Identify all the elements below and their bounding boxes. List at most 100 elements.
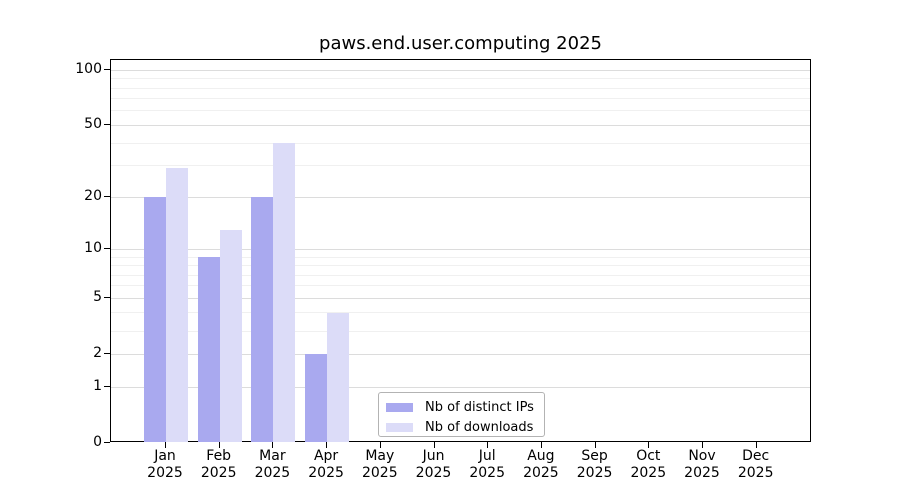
gridline-minor-8 [111,265,810,266]
x-tick-mark-dec [755,442,757,448]
bar-distinct-ips-jan [144,197,166,442]
gridline-major-5 [111,298,810,299]
gridline-minor-90 [111,78,810,79]
x-tick-label-sep: Sep 2025 [555,448,635,482]
x-tick-mark-feb [218,442,220,448]
gridline-minor-60 [111,110,810,111]
x-tick-month-oct: Oct [636,448,661,464]
bar-downloads-feb [219,229,242,442]
y-tick-label-20: 20 [84,188,102,205]
bar-downloads-apr [327,312,350,442]
x-tick-year-sep: 2025 [576,465,613,481]
x-tick-month-may: May [365,448,395,464]
y-tick-mark-100 [104,69,110,71]
x-tick-mark-jun [433,442,435,448]
x-tick-year-jun: 2025 [415,465,452,481]
x-tick-mark-jul [487,442,489,448]
legend-label-distinct-ips: Nb of distinct IPs [425,399,534,415]
x-tick-mark-aug [540,442,542,448]
x-tick-mark-jan [165,442,166,448]
x-tick-label-nov: Nov 2025 [662,448,742,482]
gridline-major-20 [111,197,810,198]
y-tick-label-0: 0 [93,434,102,450]
x-tick-year-jan: 2025 [147,465,183,481]
gridline-minor-40 [111,143,810,144]
y-tick-label-5: 5 [93,289,102,306]
gridline-minor-6 [111,285,810,286]
x-tick-mark-nov [702,442,703,448]
x-tick-label-dec: Dec 2025 [716,448,796,482]
gridline-major-10 [111,249,810,250]
gridline-minor-7 [111,275,810,276]
x-tick-year-may: 2025 [361,465,398,481]
y-tick-label-100: 100 [75,61,102,78]
gridline-major-1 [111,387,810,388]
gridline-major-2 [111,354,810,355]
y-tick-label-50: 50 [84,116,102,133]
y-tick-mark-20 [104,196,110,198]
y-tick-mark-10 [104,248,110,250]
legend-swatch-distinct-ips [386,402,413,412]
x-tick-mark-apr [326,442,328,448]
bar-distinct-ips-feb [197,257,220,442]
legend-swatch-downloads [386,422,413,432]
y-tick-mark-50 [104,124,110,126]
legend-label-downloads: Nb of downloads [425,419,534,435]
y-tick-label-1: 1 [93,378,102,394]
gridline-minor-80 [111,88,810,89]
x-tick-month-aug: Aug [527,448,555,464]
y-tick-mark-0 [104,442,110,443]
y-tick-mark-5 [104,297,110,299]
y-tick-mark-1 [104,386,110,387]
legend-item-downloads: Nb of downloads [386,418,536,436]
x-tick-month-mar: Mar [259,448,286,464]
x-tick-month-jun: Jun [422,448,445,464]
x-tick-year-oct: 2025 [630,465,667,481]
x-tick-label-apr: Apr 2025 [286,448,366,482]
x-tick-label-feb: Feb 2025 [179,448,259,482]
x-tick-mark-oct [648,442,650,448]
y-tick-mark-2 [104,353,110,355]
gridline-minor-70 [111,98,810,99]
gridline-major-100 [111,70,810,71]
x-tick-month-dec: Dec [742,448,770,464]
x-tick-year-feb: 2025 [200,465,237,481]
x-tick-year-jul: 2025 [469,465,505,481]
gridline-minor-9 [111,257,810,258]
x-tick-mark-sep [594,442,596,448]
bar-distinct-ips-apr [305,354,328,442]
gridline-major-50 [111,125,810,126]
x-tick-month-feb: Feb [206,448,232,464]
x-tick-mark-may [379,442,381,448]
x-tick-label-jun: Jun 2025 [394,448,474,482]
chart-title: paws.end.user.computing 2025 [319,33,602,54]
x-tick-month-jul: Jul [478,448,496,464]
bar-downloads-mar [273,143,296,442]
y-tick-label-2: 2 [93,345,102,362]
x-tick-year-dec: 2025 [737,465,774,481]
x-tick-label-aug: Aug 2025 [501,448,581,482]
legend: Nb of distinct IPs Nb of downloads [378,392,545,437]
x-tick-year-mar: 2025 [254,465,291,481]
x-tick-label-jul: Jul 2025 [447,448,527,482]
x-tick-label-oct: Oct 2025 [608,448,688,482]
bar-downloads-jan [166,168,188,442]
x-tick-month-apr: Apr [313,448,339,464]
x-tick-label-mar: Mar 2025 [232,448,312,482]
x-tick-month-jan: Jan [154,448,176,464]
gridline-minor-4 [111,312,810,313]
gridline-minor-3 [111,331,810,332]
x-tick-year-nov: 2025 [684,465,720,481]
x-tick-year-apr: 2025 [308,465,344,481]
legend-item-distinct-ips: Nb of distinct IPs [386,398,536,416]
gridline-minor-30 [111,165,810,166]
x-tick-year-aug: 2025 [523,465,559,481]
x-tick-month-nov: Nov [688,448,716,464]
x-tick-label-jan: Jan 2025 [125,448,205,482]
bar-distinct-ips-mar [251,197,274,442]
x-tick-label-may: May 2025 [340,448,420,482]
y-tick-label-10: 10 [84,240,102,257]
x-tick-month-sep: Sep [581,448,608,464]
plot-area [110,59,811,442]
